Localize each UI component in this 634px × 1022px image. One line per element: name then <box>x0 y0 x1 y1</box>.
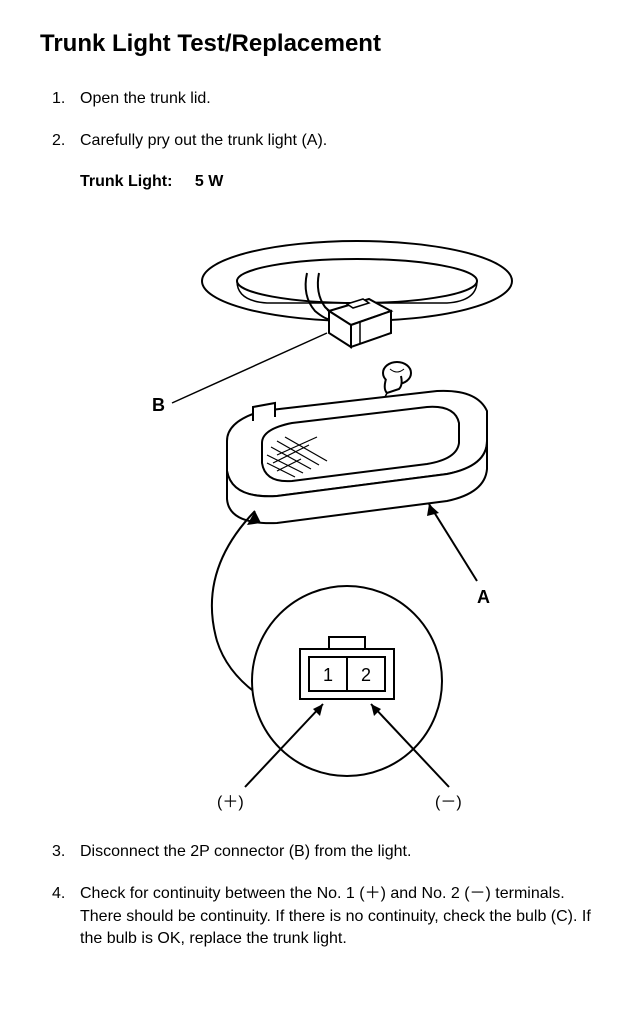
step-1-num: 1. <box>40 88 80 110</box>
step-2-num: 2. <box>40 130 80 152</box>
page-title: Trunk Light Test/Replacement <box>40 30 594 58</box>
connector-b <box>329 299 391 347</box>
step-4-num: 4. <box>40 883 80 950</box>
step-1: 1. Open the trunk lid. <box>40 88 594 110</box>
svg-text:(－): (－) <box>435 794 462 811</box>
wire-2 <box>318 273 337 314</box>
pin-2-label: 2 <box>361 665 371 685</box>
spec-label: Trunk Light: <box>80 173 172 190</box>
step-3-num: 3. <box>40 841 80 863</box>
diagram: B A 1 2 <box>40 211 594 811</box>
step-2: 2. Carefully pry out the trunk light (A)… <box>40 130 594 152</box>
spec-line: Trunk Light: 5 W <box>80 173 594 191</box>
label-b: B <box>152 333 327 415</box>
label-a: A <box>427 504 490 607</box>
svg-text:A: A <box>477 587 490 607</box>
svg-text:(＋): (＋) <box>217 794 244 811</box>
svg-text:B: B <box>152 395 165 415</box>
step-2-text: Carefully pry out the trunk light (A). <box>80 130 594 152</box>
spec-value: 5 W <box>195 173 223 190</box>
step-3: 3. Disconnect the 2P connector (B) from … <box>40 841 594 863</box>
step-3-text: Disconnect the 2P connector (B) from the… <box>80 841 594 863</box>
step-1-text: Open the trunk lid. <box>80 88 594 110</box>
light-housing <box>227 391 487 523</box>
step-4-text: Check for continuity between the No. 1 (… <box>80 883 594 950</box>
pin-1-label: 1 <box>323 665 333 685</box>
step-4: 4. Check for continuity between the No. … <box>40 883 594 950</box>
